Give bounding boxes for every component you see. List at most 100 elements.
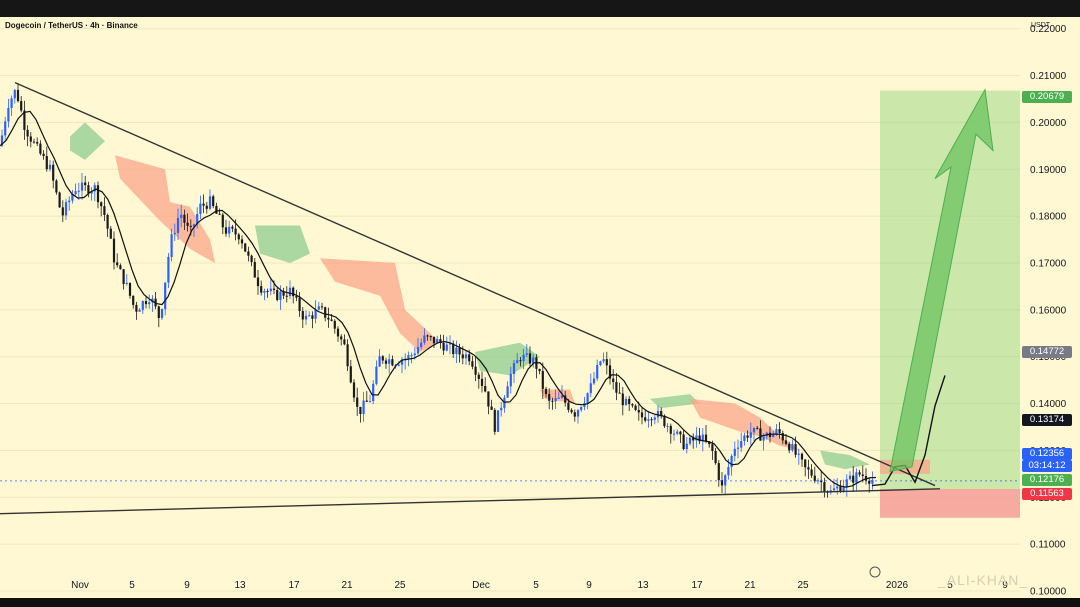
candle-down bbox=[106, 214, 109, 229]
y-tick-label: 0.17000 bbox=[1030, 258, 1067, 269]
candle-up bbox=[362, 400, 365, 415]
current-price-label: 0.12356 bbox=[1022, 448, 1072, 460]
candle-down bbox=[295, 296, 298, 298]
candle-up bbox=[368, 401, 372, 403]
candle-down bbox=[471, 361, 474, 367]
candle-up bbox=[666, 425, 669, 427]
price-chart[interactable]: 0.22000 0.21000 0.20000 0.19000 0.18000 0.170… bbox=[0, 17, 1080, 598]
candle-up bbox=[871, 479, 874, 484]
candle-down bbox=[247, 251, 250, 256]
y-tick-label: 0.22000 bbox=[1030, 24, 1067, 35]
top-strip bbox=[0, 0, 1080, 17]
candle-down bbox=[660, 411, 663, 416]
candle-up bbox=[589, 383, 592, 394]
ichimoku-cloud bbox=[820, 450, 870, 470]
candle-down bbox=[84, 182, 87, 186]
candle-down bbox=[272, 288, 276, 290]
candle-down bbox=[487, 391, 490, 407]
candle-up bbox=[436, 339, 439, 344]
candle-down bbox=[778, 429, 781, 434]
candle-down bbox=[519, 360, 522, 362]
candle-down bbox=[852, 475, 855, 483]
currency-label: USDT bbox=[1031, 22, 1051, 29]
candle-down bbox=[634, 405, 637, 410]
candle-up bbox=[624, 398, 628, 406]
candle-up bbox=[180, 214, 183, 219]
candle-down bbox=[23, 110, 26, 130]
y-tick-label: 0.16000 bbox=[1030, 305, 1067, 316]
candle-up bbox=[199, 203, 202, 214]
candle-up bbox=[647, 419, 650, 421]
candle-down bbox=[61, 207, 64, 216]
candle-down bbox=[215, 206, 218, 214]
candle-down bbox=[202, 203, 205, 206]
candle-up bbox=[269, 288, 272, 292]
x-tick-label: 9 bbox=[586, 580, 592, 591]
candle-up bbox=[496, 410, 500, 432]
candle-down bbox=[458, 347, 461, 355]
candle-up bbox=[752, 427, 756, 433]
candle-down bbox=[637, 409, 640, 413]
candle-up bbox=[397, 364, 400, 366]
candle-down bbox=[823, 482, 826, 492]
candle-up bbox=[583, 402, 586, 408]
candle-down bbox=[810, 469, 813, 476]
candle-up bbox=[816, 480, 820, 482]
x-tick-label: 2026 bbox=[886, 580, 909, 591]
candle-up bbox=[314, 309, 317, 319]
candle-down bbox=[861, 474, 864, 477]
candle-up bbox=[506, 386, 509, 398]
ichimoku-cloud bbox=[650, 394, 700, 409]
candle-down bbox=[813, 475, 816, 481]
candle-up bbox=[653, 417, 656, 420]
candle-down bbox=[212, 196, 215, 207]
candle-down bbox=[784, 440, 788, 444]
candle-up bbox=[791, 444, 794, 451]
candle-down bbox=[253, 262, 256, 278]
candle-down bbox=[301, 311, 304, 320]
candle-up bbox=[599, 361, 602, 366]
candle-down bbox=[714, 450, 717, 464]
candle-down bbox=[759, 428, 762, 441]
candle-down bbox=[237, 234, 240, 240]
candle-up bbox=[672, 433, 676, 435]
candle-up bbox=[724, 475, 727, 486]
candle-down bbox=[800, 453, 804, 460]
candle-down bbox=[612, 378, 615, 383]
candle-up bbox=[378, 356, 381, 367]
candle-up bbox=[733, 448, 736, 456]
candle-down bbox=[698, 435, 701, 442]
y-tick-label: 0.19000 bbox=[1030, 165, 1067, 176]
y-tick-label: 0.20000 bbox=[1030, 118, 1067, 129]
candle-up bbox=[167, 256, 170, 283]
candle-up bbox=[848, 475, 852, 480]
candle-down bbox=[343, 339, 346, 345]
candle-up bbox=[695, 435, 698, 441]
chart-panel[interactable]: 0.22000 0.21000 0.20000 0.19000 0.18000 0.170… bbox=[0, 17, 1080, 598]
candle-down bbox=[260, 286, 263, 293]
candle-down bbox=[352, 382, 356, 398]
candle-down bbox=[541, 371, 544, 389]
candle-down bbox=[570, 409, 573, 413]
y-tick-label: 0.10000 bbox=[1030, 586, 1067, 597]
candle-down bbox=[839, 486, 842, 492]
candle-up bbox=[176, 218, 180, 233]
candle-down bbox=[336, 328, 340, 337]
candle-down bbox=[256, 277, 260, 287]
candle-down bbox=[682, 434, 685, 450]
candle-down bbox=[144, 301, 148, 305]
candle-down bbox=[87, 185, 90, 194]
x-tick-label: 25 bbox=[797, 580, 809, 591]
candle-down bbox=[135, 304, 138, 312]
candle-down bbox=[29, 136, 32, 142]
candle-up bbox=[602, 359, 605, 362]
candle-down bbox=[122, 269, 125, 285]
candle-down bbox=[32, 141, 36, 143]
candle-up bbox=[797, 453, 800, 455]
candle-up bbox=[740, 441, 743, 448]
candle-down bbox=[55, 180, 58, 193]
candle-up bbox=[400, 360, 404, 365]
candle-down bbox=[564, 395, 567, 403]
candle-up bbox=[832, 488, 836, 491]
candle-down bbox=[324, 307, 327, 318]
